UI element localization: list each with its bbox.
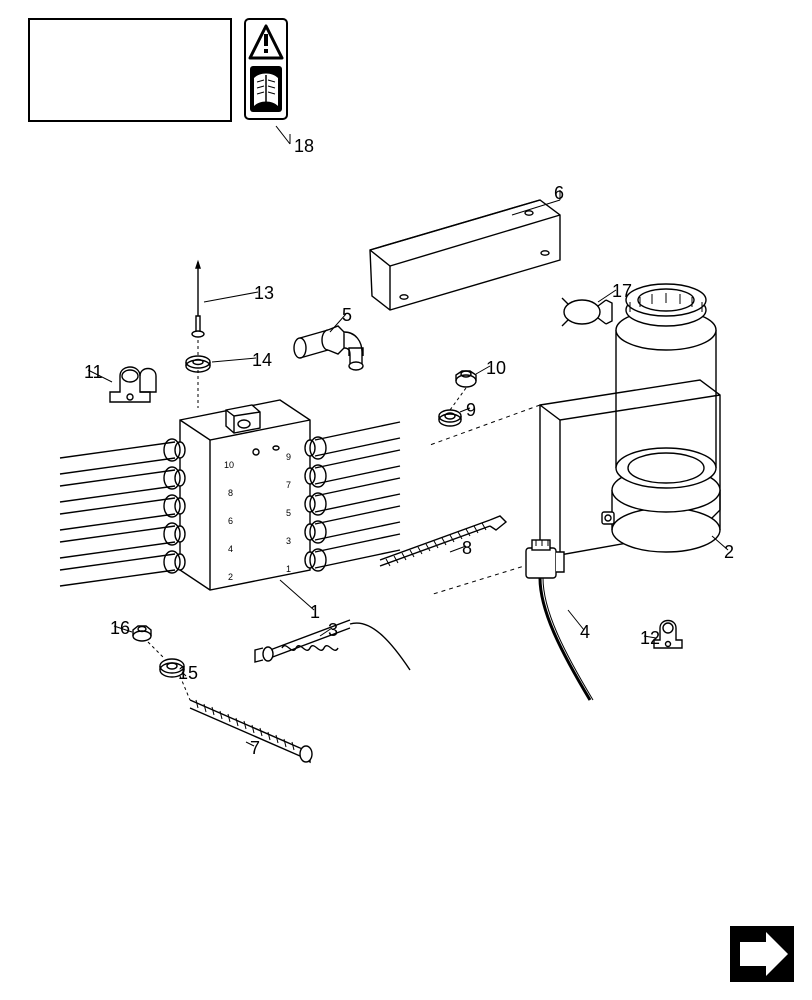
next-page-arrow-icon[interactable] — [730, 926, 794, 982]
label-18-leader — [0, 0, 812, 1000]
